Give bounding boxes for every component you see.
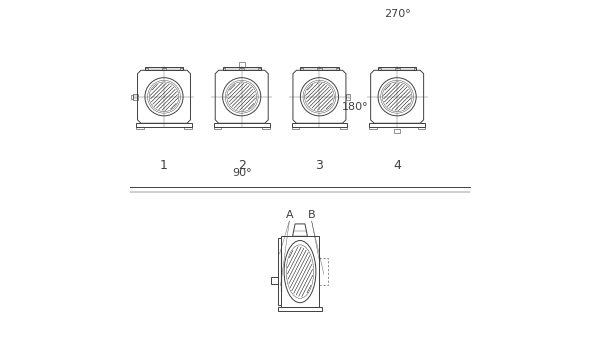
Bar (131, 95, 133, 99)
Bar (301, 67, 338, 70)
Bar (184, 127, 192, 129)
Bar (136, 123, 192, 127)
Text: 180°: 180° (341, 103, 368, 112)
Bar (292, 123, 347, 127)
Bar (161, 68, 166, 70)
Text: B: B (308, 210, 316, 220)
Bar (181, 68, 183, 70)
Bar (370, 123, 425, 127)
Text: A: A (286, 210, 293, 220)
Bar (278, 307, 322, 311)
Bar (413, 68, 416, 70)
Bar (395, 68, 400, 70)
Text: 3: 3 (316, 159, 323, 172)
Bar (278, 238, 281, 305)
Bar (133, 94, 137, 100)
Bar (258, 68, 261, 70)
Text: 2: 2 (238, 159, 245, 172)
Bar (223, 68, 225, 70)
Text: 1: 1 (160, 159, 168, 172)
Text: 270°: 270° (384, 9, 410, 19)
Bar (378, 67, 416, 70)
Bar (281, 236, 319, 307)
Text: 90°: 90° (232, 168, 251, 178)
Bar (378, 68, 381, 70)
Bar (336, 68, 338, 70)
Bar (214, 123, 269, 127)
Bar (418, 127, 425, 129)
Bar (271, 277, 278, 284)
Bar (319, 258, 328, 285)
Bar (145, 67, 183, 70)
Bar (262, 127, 269, 129)
Bar (346, 94, 350, 100)
Bar (136, 127, 143, 129)
Bar (317, 68, 322, 70)
Bar (239, 62, 245, 67)
Bar (214, 127, 221, 129)
Bar (370, 127, 377, 129)
Bar (340, 127, 347, 129)
Bar (394, 129, 400, 133)
Bar (292, 127, 299, 129)
Bar (239, 68, 244, 70)
Bar (223, 67, 261, 70)
Bar (145, 68, 148, 70)
Text: 4: 4 (393, 159, 401, 172)
Bar (301, 68, 303, 70)
